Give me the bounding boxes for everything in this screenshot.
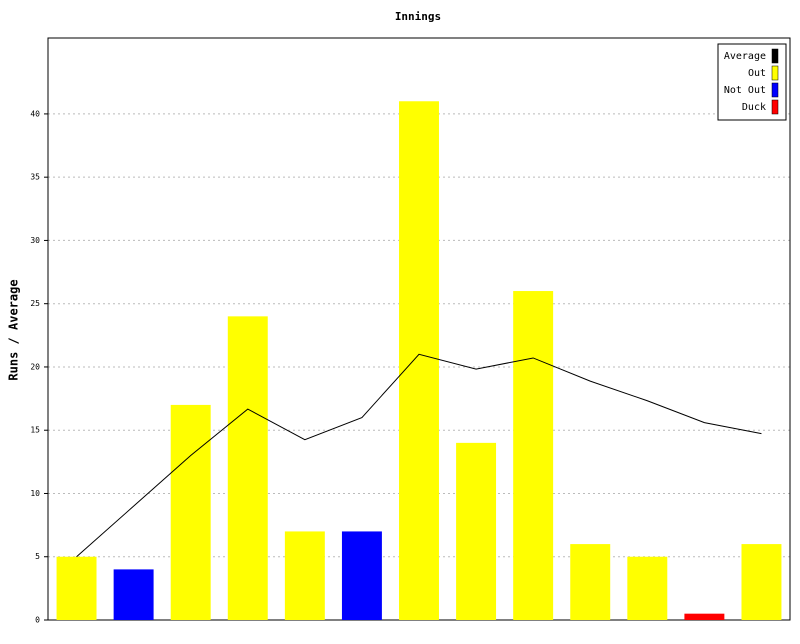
- bar: [570, 544, 611, 620]
- legend-label: Duck: [742, 102, 766, 113]
- legend-swatch: [771, 99, 779, 115]
- y-tick-label: 35: [30, 173, 40, 182]
- legend-label: Out: [748, 68, 766, 79]
- y-tick-label: 5: [35, 552, 40, 561]
- legend-label: Average: [724, 51, 766, 62]
- y-axis-label: Runs / Average: [7, 279, 21, 380]
- bar: [341, 531, 382, 620]
- bar: [627, 556, 668, 620]
- y-tick-label: 0: [35, 616, 40, 625]
- bar: [284, 531, 325, 620]
- legend-label: Not Out: [724, 85, 766, 96]
- y-tick-label: 10: [30, 489, 40, 498]
- bar: [170, 404, 211, 620]
- y-tick-label: 25: [30, 299, 40, 308]
- bar: [399, 101, 439, 621]
- average-line: [76, 353, 762, 558]
- legend-swatch: [771, 82, 779, 98]
- y-tick-label: 40: [30, 109, 40, 118]
- bar: [56, 556, 97, 620]
- bar: [456, 442, 497, 620]
- bar: [684, 613, 725, 620]
- bar: [741, 544, 782, 620]
- chart-title: Innings: [395, 10, 441, 23]
- bar: [227, 316, 268, 620]
- y-tick-label: 20: [30, 362, 40, 371]
- y-tick-label: 15: [30, 426, 40, 435]
- legend-swatch: [771, 65, 779, 81]
- legend-swatch: [771, 48, 779, 64]
- y-tick-label: 30: [30, 236, 40, 245]
- bar: [513, 291, 554, 620]
- bar: [113, 569, 154, 620]
